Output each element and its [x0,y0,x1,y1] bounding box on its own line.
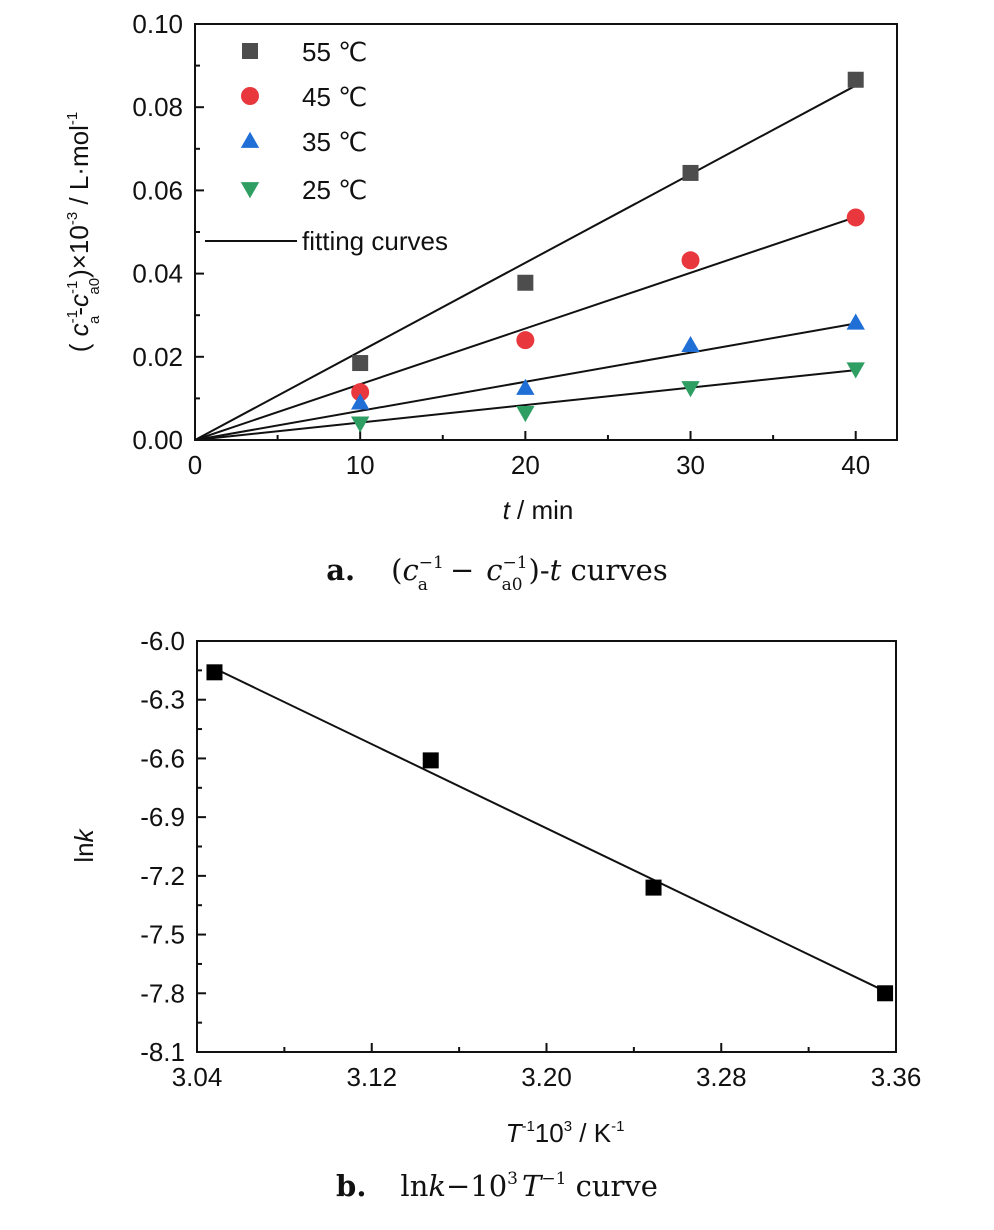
panel-a-fit-line-1 [194,216,857,441]
panel-b-y-tick-label: -6.9 [140,802,185,832]
panel-a-point-3-3 [846,362,865,379]
panel-a-legend-marker-2 [240,131,260,148]
panel-b-data-points [206,664,894,1002]
panel-a-legend: 55 ℃ 45 ℃ 35 ℃ 25 ℃ fitting curves [205,37,448,256]
panel-b-ticks [196,640,897,1053]
panel-a-plot-frame [194,23,898,441]
panel-a-point-2-0 [350,393,370,410]
panel-a-point-2-3 [846,313,865,330]
panel-a-point-3-0 [350,416,370,433]
panel-a-point-3-2 [681,381,700,398]
panel-a-point-0-0 [352,355,369,372]
panel-a-y-tick-label: 0.08 [132,92,183,122]
panel-a-legend-marker-3 [240,182,260,199]
panel-b-point-0 [206,664,223,681]
panel-b-x-tick-labels: 3.04 3.12 3.20 3.28 3.36 [172,1062,922,1092]
panel-a-legend-marker-0 [242,43,258,59]
panel-a-point-1-3 [846,208,865,227]
panel-a-x-tick-labels: 0 10 20 30 40 [188,450,870,480]
panel-b-x-tick-label: 3.28 [696,1062,747,1092]
panel-a-point-1-1 [516,331,535,350]
panel-a-point-2-1 [516,378,535,395]
panel-b-x-axis-label: T-1103 / K-1 [506,1118,625,1148]
panel-b-y-tick-label: -7.8 [140,978,185,1008]
panel-a-caption: a. (c−1 a − c−1 a0)-t curves [326,553,667,595]
panel-b-y-tick-label: -6.6 [140,743,185,773]
panel-b-x-tick-label: 3.12 [346,1062,397,1092]
panel-a-x-tick-label: 10 [346,450,375,480]
panel-a-point-1-0 [351,383,370,402]
panel-a-y-tick-labels: 0.00 0.02 0.04 0.06 0.08 0.10 [132,9,183,455]
panel-b-fit-line [214,667,886,993]
panel-a-x-tick-label: 0 [188,450,202,480]
panel-b-y-axis-label: lnk [69,827,99,862]
panel-a-legend-label-3: 25 ℃ [302,175,367,205]
panel-a-y-tick-label: 0.00 [132,425,183,455]
panel-a-x-tick-label: 40 [841,450,870,480]
panel-a-legend-label-1: 45 ℃ [302,82,367,112]
panel-a-x-tick-label: 20 [511,450,540,480]
panel-a-y-tick-label: 0.02 [132,342,183,372]
panel-a-x-tick-label: 30 [676,450,705,480]
panel-b-caption: b. lnk−103 T−1 curve [336,1169,658,1203]
panel-b-x-tick-label: 3.36 [871,1062,922,1092]
panel-a-y-axis-label: ( c-1 a-c-1 a0)×10-3 / L·mol-1 [64,112,103,352]
panel-a-x-axis-label: t / min [503,495,574,525]
panel-a-y-tick-label: 0.10 [132,9,183,39]
panel-b-y-tick-label: -6.3 [140,685,185,715]
panel-b-plot-frame [196,640,897,1053]
panel-b-point-1 [422,752,439,769]
panel-a-legend-label-0: 55 ℃ [302,37,367,67]
panel-a-point-2-2 [681,335,700,353]
panel-b-fit-line-segment [214,667,886,993]
panel-b-point-2 [645,879,662,896]
panel-a-point-3-1 [516,406,535,423]
panel-a-legend-label-2: 35 ℃ [302,127,367,157]
panel-b-y-tick-label: -8.1 [140,1037,185,1067]
panel-b-point-3 [877,985,894,1002]
panel-a: 0 10 20 30 40 0.00 0.02 0.04 0.06 0.08 0.10 55 ℃ 4… [64,9,898,595]
panel-a-y-tick-label: 0.06 [132,175,183,205]
panel-a-y-tick-label: 0.04 [132,259,183,289]
panel-a-point-1-2 [681,251,700,270]
panel-a-point-0-3 [847,71,864,88]
panel-a-legend-marker-1 [241,87,259,105]
panel-a-data-points [350,71,865,433]
panel-b-x-tick-label: 3.04 [172,1062,223,1092]
panel-a-point-0-2 [682,164,699,181]
panel-a-fit-line-0 [194,84,857,441]
panel-b-x-tick-label: 3.20 [521,1062,572,1092]
panel-b-y-tick-label: -7.2 [140,861,185,891]
panel-a-fit-lines [194,84,857,441]
panel-a-point-0-1 [517,274,534,291]
panel-b-y-tick-label: -6.0 [140,626,185,656]
panel-b: 3.04 3.12 3.20 3.28 3.36 -6.0 -6.3 -6.6 -6.9 -7.… [69,626,921,1203]
panel-a-ticks [194,23,857,441]
panel-a-legend-fit-label: fitting curves [302,226,448,256]
panel-b-y-tick-labels: -6.0 -6.3 -6.6 -6.9 -7.2 -7.5 -7.8 -8.1 [140,626,185,1067]
panel-a-fit-line-3 [194,369,856,441]
panel-b-y-tick-label: -7.5 [140,920,185,950]
